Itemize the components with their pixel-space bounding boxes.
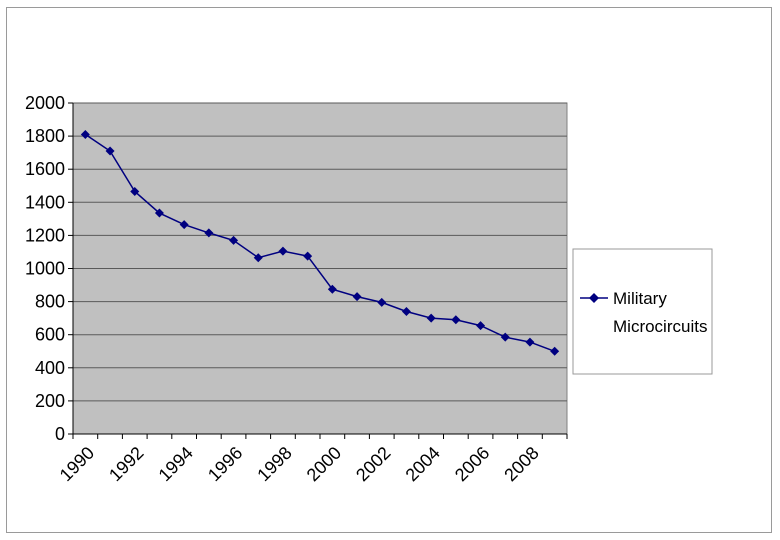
data-point [352,292,362,302]
y-tick-label: 1000 [25,259,65,279]
y-tick-label: 600 [35,325,65,345]
data-point [303,251,313,261]
x-tick-label: 1990 [56,443,98,485]
data-point [253,253,263,263]
x-tick-label: 2002 [352,443,394,485]
data-point [451,315,461,325]
line-chart: 0200400600800100012001400160018002000199… [25,93,713,485]
data-point [550,346,560,356]
x-tick-label: 1994 [155,443,197,485]
data-point [377,297,387,307]
legend-marker-sample [589,293,599,303]
legend-label-line2: Microcircuits [613,317,707,336]
data-point [105,146,115,156]
y-tick-label: 2000 [25,93,65,113]
y-tick-label: 0 [55,424,65,444]
data-point [327,284,337,294]
y-tick-label: 200 [35,391,65,411]
data-point [278,246,288,256]
data-point [229,235,239,245]
data-point [500,332,510,342]
chart-frame: 0 200 400 600 800 1000 1200 1400 1600 1800 2000 199… [6,7,772,533]
legend-label-line1: Military [613,289,667,308]
y-tick-label: 1800 [25,126,65,146]
x-tick-label: 1992 [105,443,147,485]
x-tick-label: 2006 [451,443,493,485]
series [80,129,560,356]
data-point [426,313,436,323]
y-tick-label: 1200 [25,225,65,245]
data-point [204,228,214,238]
x-tick-label: 2004 [402,443,444,485]
data-point [476,321,486,331]
plot-area [72,102,568,435]
x-tick-label: 1998 [253,443,295,485]
legend: Military Microcircuits [572,248,713,375]
data-point [154,208,164,218]
data-point [525,337,535,347]
legend-box [572,248,713,375]
x-tick-label: 1996 [204,443,246,485]
y-tick-label: 1400 [25,192,65,212]
data-point [401,307,411,317]
data-point [130,187,140,197]
data-point [179,220,189,230]
x-tick-label: 2008 [500,443,542,485]
y-tick-label: 400 [35,358,65,378]
x-tick-label: 2000 [303,443,345,485]
series-line [84,133,555,353]
y-tick-label: 800 [35,292,65,312]
y-tick-label: 1600 [25,159,65,179]
data-point [80,129,90,139]
